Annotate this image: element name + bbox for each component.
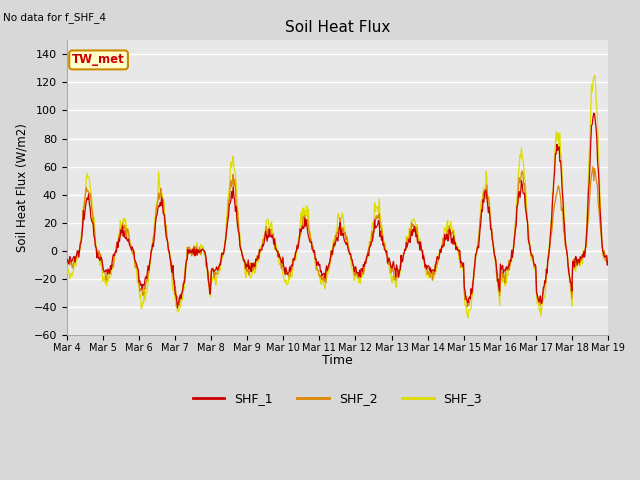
Legend: SHF_1, SHF_2, SHF_3: SHF_1, SHF_2, SHF_3 [188,387,487,410]
Text: No data for f_SHF_4: No data for f_SHF_4 [3,12,106,23]
X-axis label: Time: Time [322,354,353,367]
Y-axis label: Soil Heat Flux (W/m2): Soil Heat Flux (W/m2) [15,123,28,252]
Text: TW_met: TW_met [72,53,125,66]
Title: Soil Heat Flux: Soil Heat Flux [285,20,390,35]
